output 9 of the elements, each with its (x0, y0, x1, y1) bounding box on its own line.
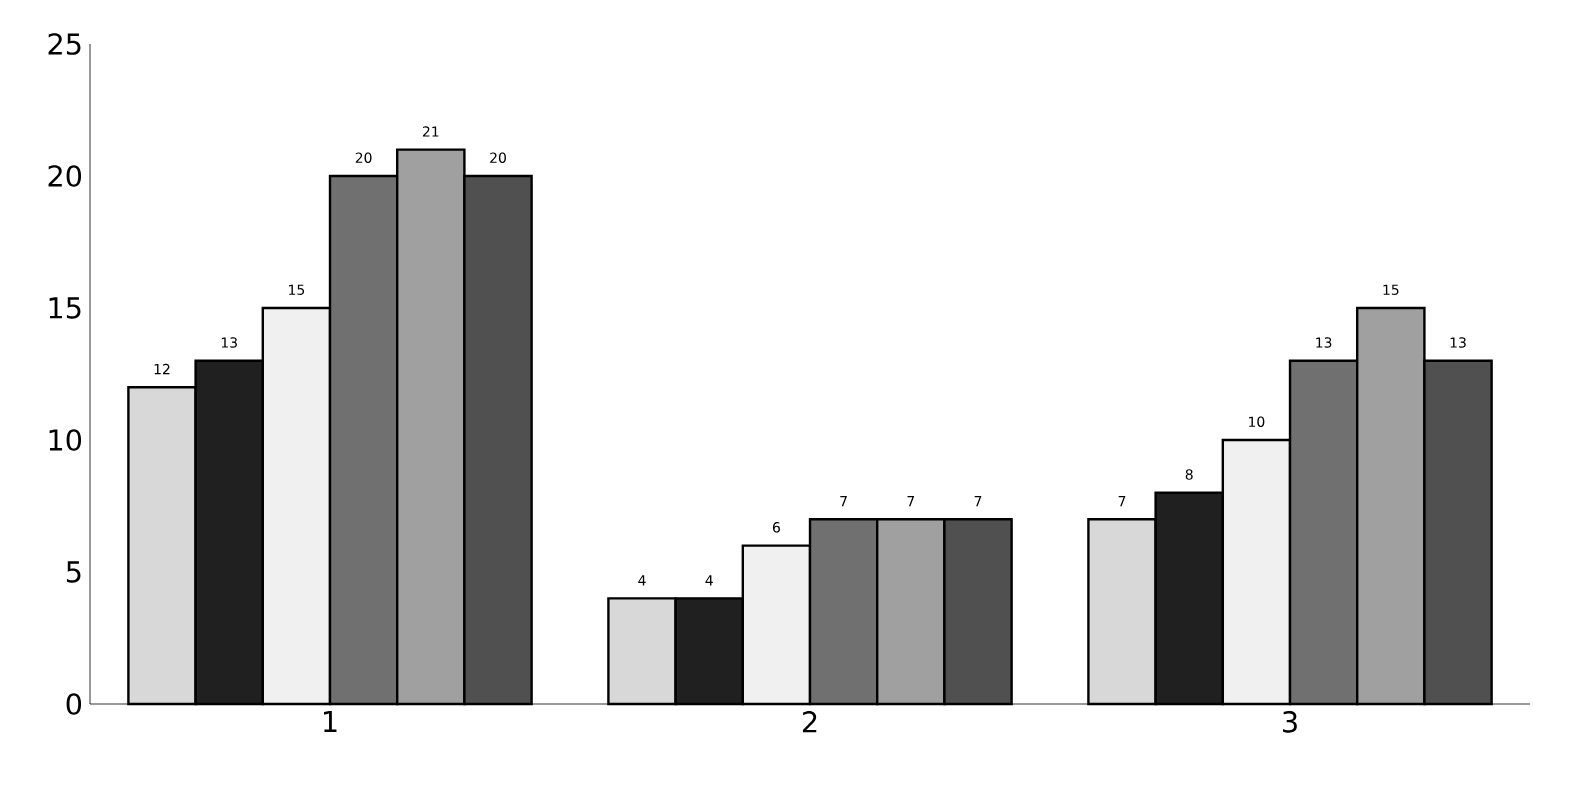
y-tick-label: 25 (48, 33, 81, 55)
y-tick-label: 5 (66, 561, 81, 583)
y-tick-label: 15 (49, 297, 81, 319)
x-tick-label: 3 (1283, 711, 1297, 733)
y-tick-label: 0 (66, 693, 82, 715)
x-tick-label: 1 (324, 711, 337, 732)
y-tick-label: 20 (48, 165, 82, 187)
x-tick-label: 2 (802, 711, 817, 733)
y-tick-label: 10 (49, 429, 82, 451)
